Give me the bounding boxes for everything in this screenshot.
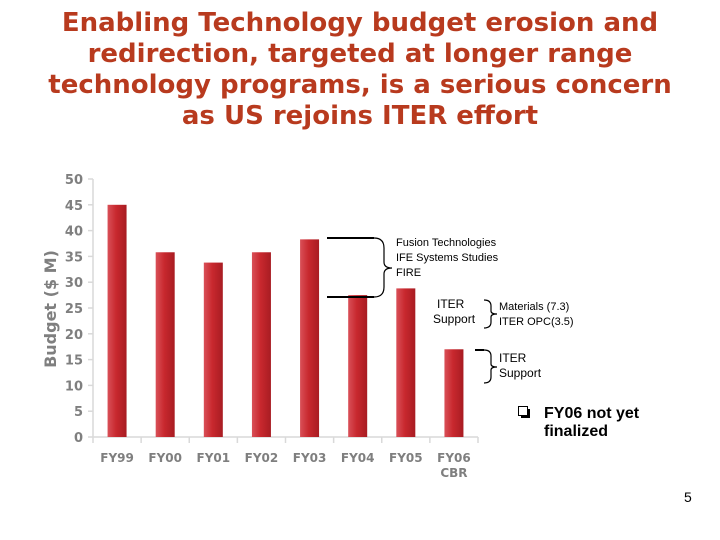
bracket-brace (483, 299, 498, 329)
annotation-line: Support (499, 366, 542, 380)
page-number: 5 (684, 489, 692, 505)
bar-fy05 (396, 288, 416, 437)
x-tick-label: FY00 (148, 451, 182, 465)
fusion-technologies-annotation: Fusion Technologies IFE Systems Studies … (396, 236, 498, 281)
bar-fy00 (155, 252, 175, 437)
annotation-line: ITER OPC(3.5) (499, 316, 574, 328)
annotation-line: ITER (499, 351, 527, 365)
x-tick-label: FY06 (437, 451, 471, 465)
x-tick-label: FY03 (293, 451, 327, 465)
x-tick-label: CBR (440, 466, 467, 480)
y-tick-label: 40 (65, 225, 83, 240)
bar-fy03 (300, 239, 320, 437)
bar-fy06-cbr (444, 349, 464, 437)
y-tick-label: 5 (74, 405, 83, 420)
bar-fy04 (348, 295, 368, 437)
y-axis-label: Budget ($ M) (41, 250, 60, 368)
iter-support-annotation: ITER Support (433, 297, 475, 327)
note-line: finalized (544, 423, 609, 440)
title-line: redirection, targeted at longer range (87, 39, 633, 69)
annotation-line: FIRE (396, 267, 422, 279)
annotation-line: IFE Systems Studies (396, 252, 499, 264)
checkbox-bullet-icon (518, 406, 530, 418)
bar-fy99 (107, 204, 127, 437)
iter-support-annotation-b: ITER Support (499, 351, 541, 381)
y-tick-label: 50 (65, 173, 83, 188)
y-tick-label: 10 (65, 379, 83, 394)
x-tick-label: FY01 (197, 451, 231, 465)
y-tick-label: 0 (74, 431, 83, 446)
annotation-line: Materials (7.3) (499, 301, 570, 313)
y-tick-label: 35 (65, 250, 83, 265)
x-tick-label: FY02 (245, 451, 279, 465)
bar-fy01 (203, 262, 223, 437)
x-tick-label: FY99 (100, 451, 134, 465)
y-tick-label: 20 (65, 328, 83, 343)
annotation-line: Fusion Technologies (396, 237, 497, 249)
x-tick-label: FY04 (341, 451, 375, 465)
y-tick-label: 25 (65, 302, 83, 317)
slide-title: Enabling Technology budget erosion and r… (10, 8, 710, 132)
bracket-brace (483, 349, 498, 384)
bars-group (92, 204, 479, 443)
bar-fy02 (251, 252, 271, 437)
materials-annotation: Materials (7.3) ITER OPC(3.5) (499, 300, 574, 330)
annotation-line: Support (433, 312, 476, 326)
title-line: Enabling Technology budget erosion and (61, 8, 659, 38)
title-line: as US rejoins ITER effort (181, 101, 539, 131)
y-axis-ticks: 0 5 10 15 20 25 30 35 40 45 50 (65, 173, 94, 446)
y-tick-label: 30 (65, 276, 83, 291)
y-tick-label: 15 (65, 354, 83, 369)
x-tick-label: FY05 (389, 451, 423, 465)
y-tick-label: 45 (65, 199, 83, 214)
note-line: FY06 not yet (544, 405, 640, 422)
bracket-brace (373, 237, 393, 298)
annotation-line: ITER (437, 297, 465, 311)
title-line: technology programs, is a serious concer… (48, 70, 672, 100)
